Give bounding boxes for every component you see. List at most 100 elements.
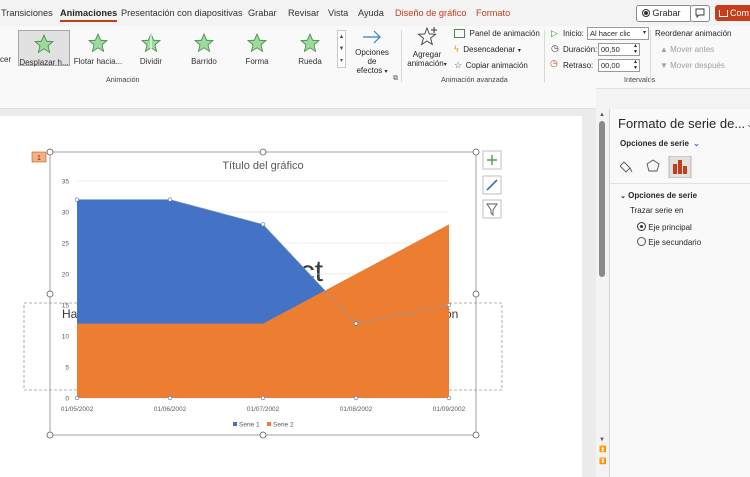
- animation-rueda[interactable]: Rueda: [284, 30, 336, 66]
- scroll-up-icon[interactable]: ▲: [599, 112, 605, 118]
- star-icon: [246, 32, 268, 53]
- y-tick-label: 25: [62, 241, 70, 248]
- prev-slide-icon[interactable]: ⏫: [599, 447, 607, 453]
- chevron-down-icon[interactable]: ▼: [338, 46, 345, 52]
- move-later-button[interactable]: ▼ Mover después: [660, 61, 725, 70]
- scroll-thumb[interactable]: [599, 121, 605, 277]
- resize-handle[interactable]: [46, 431, 54, 439]
- tab-revisar[interactable]: Revisar: [288, 8, 320, 18]
- star-icon: [33, 33, 55, 54]
- vertical-scrollbar[interactable]: ▲ ▼ ⏫ ⏬: [597, 109, 608, 477]
- tab-formato[interactable]: Formato: [476, 8, 511, 18]
- animation-desplazar[interactable]: Desplazar h...: [18, 30, 70, 67]
- move-earlier-button[interactable]: ▲ Mover antes: [660, 45, 715, 54]
- ribbon: cer Desplazar h... Flotar hacia... Divid…: [0, 26, 750, 89]
- secondary-axis-radio[interactable]: Eje secundario: [637, 237, 702, 247]
- spinner-icon[interactable]: ▲ ▼: [633, 59, 638, 71]
- star-icon: [193, 32, 215, 53]
- series-options-dropdown[interactable]: Opciones de serie ⌄: [620, 139, 700, 148]
- chart-xticks: 01/05/2002 01/06/2002 01/07/2002 01/08/2002…: [61, 406, 466, 413]
- start-select[interactable]: Al hacer clic ▾: [587, 27, 649, 40]
- partial-animation-label[interactable]: cer: [0, 55, 12, 64]
- trigger-button[interactable]: ϟ Desencadenar ▾: [454, 44, 521, 56]
- duration-value: 00,50: [601, 45, 620, 54]
- resize-handle[interactable]: [46, 148, 54, 156]
- y-tick-label: 35: [62, 179, 70, 186]
- tab-grabar[interactable]: Grabar: [248, 8, 277, 18]
- resize-handle[interactable]: [472, 431, 480, 439]
- star-icon: [87, 32, 109, 53]
- animation-badge: [31, 151, 47, 163]
- animation-label: Barrido: [191, 57, 217, 66]
- duration-input[interactable]: 00,50 ▲ ▼: [598, 43, 640, 56]
- chevron-up-icon[interactable]: ▲: [338, 34, 345, 40]
- resize-handle[interactable]: [259, 431, 267, 439]
- series-options-icon[interactable]: [668, 156, 692, 178]
- tab-diseno-grafico[interactable]: Diseño de gráfico: [395, 8, 467, 18]
- next-slide-icon[interactable]: ⏬: [599, 459, 607, 465]
- tab-transiciones[interactable]: Transiciones: [1, 8, 53, 18]
- selection-handles[interactable]: [46, 148, 480, 439]
- x-tick-label: 01/06/2002: [154, 406, 187, 413]
- add-animation-label-1: Agregar: [412, 50, 442, 59]
- dialog-launcher-icon[interactable]: ⧉: [393, 75, 398, 82]
- arrow-right-icon: [363, 30, 381, 44]
- area-series-2: [77, 224, 449, 398]
- chevron-down-icon[interactable]: ⌄: [746, 119, 750, 129]
- resize-handle[interactable]: [472, 148, 480, 156]
- add-animation-button[interactable]: Agregar animación▾: [405, 26, 449, 72]
- effect-options-button[interactable]: Opciones de efectos ▾: [350, 28, 394, 75]
- gallery-scroll[interactable]: ▲ ▼ ▾: [337, 30, 346, 68]
- comments-button[interactable]: [690, 5, 710, 22]
- record-icon: [642, 8, 650, 17]
- animation-forma[interactable]: Forma: [231, 30, 283, 66]
- delay-label: Retraso:: [563, 61, 594, 70]
- animation-dividir[interactable]: Dividir: [125, 30, 177, 66]
- scroll-down-icon[interactable]: ▼: [599, 437, 605, 443]
- tab-animaciones[interactable]: Animaciones: [60, 8, 118, 22]
- group-label-avanzada: Animación avanzada: [441, 75, 508, 84]
- chart-title[interactable]: Título del gráfico: [222, 160, 303, 172]
- x-tick-label: 01/08/2002: [340, 406, 373, 413]
- animation-label: Dividir: [139, 57, 163, 66]
- chart-styles-button[interactable]: [482, 175, 502, 195]
- effects-icon[interactable]: [646, 159, 660, 172]
- delay-input[interactable]: 00,00 ▲ ▼: [598, 59, 640, 72]
- resize-handle[interactable]: [472, 290, 480, 298]
- resize-handle[interactable]: [46, 290, 54, 298]
- animation-label: Forma: [245, 57, 269, 66]
- ribbon-bottom-strip: [0, 88, 596, 109]
- animation-barrido[interactable]: Barrido: [178, 30, 230, 66]
- x-tick-label: 01/05/2002: [61, 406, 94, 413]
- animation-label: Desplazar h...: [19, 58, 69, 67]
- chevron-down-icon: ▾: [384, 69, 388, 75]
- y-tick-label: 30: [62, 210, 70, 217]
- chevron-down-icon: ⌄: [620, 193, 626, 200]
- chart-areas: [74, 197, 452, 401]
- resize-handle[interactable]: [259, 148, 267, 156]
- gallery-more-icon[interactable]: ▾: [339, 58, 343, 64]
- chart-elements-button[interactable]: [482, 150, 502, 170]
- add-animation-label-2: animación: [407, 59, 444, 68]
- primary-axis-label: Eje principal: [648, 223, 692, 232]
- animation-badge-number: 1: [37, 155, 41, 162]
- section-label: Opciones de serie: [628, 191, 698, 200]
- spinner-icon[interactable]: ▲ ▼: [633, 43, 638, 55]
- tab-ayuda[interactable]: Ayuda: [358, 8, 384, 18]
- animation-panel-button[interactable]: Panel de animación: [454, 28, 540, 40]
- add-star-icon: [417, 26, 437, 46]
- copy-animation-button[interactable]: ☆ Copiar animación: [454, 60, 528, 72]
- primary-axis-radio[interactable]: Eje principal: [637, 222, 692, 232]
- animation-flotar[interactable]: Flotar hacia...: [72, 30, 124, 66]
- placeholder-box[interactable]: [23, 302, 503, 391]
- record-button[interactable]: Grabar: [636, 5, 692, 22]
- section-series-options[interactable]: ⌄ Opciones de serie: [620, 191, 697, 200]
- tab-vista[interactable]: Vista: [328, 8, 349, 18]
- secondary-axis-label: Eje secundario: [648, 238, 702, 247]
- chart-yticks: 0 5 10 15 20 25 30 35: [62, 179, 70, 403]
- tab-presentacion[interactable]: Presentación con diapositivas: [121, 8, 243, 18]
- share-button[interactable]: Com: [715, 5, 750, 21]
- fill-line-icon[interactable]: [620, 161, 633, 173]
- y-tick-label: 5: [65, 365, 69, 372]
- chart-filters-button[interactable]: [482, 199, 502, 219]
